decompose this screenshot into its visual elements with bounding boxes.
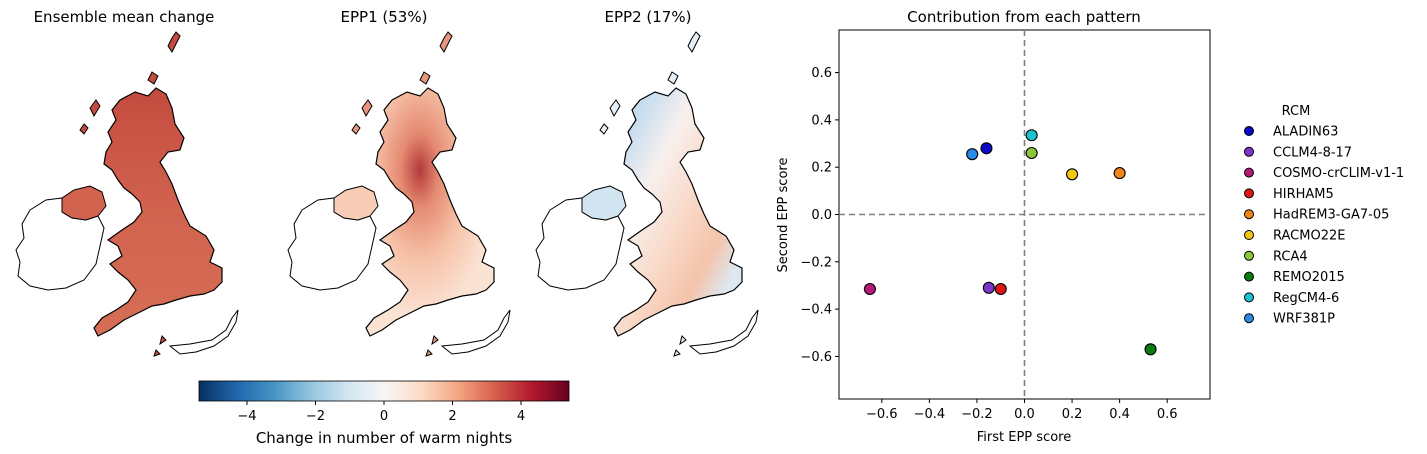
legend: RCM ALADIN63 CCLM4-8-17 COSMO-crCLIM-v1-1 H… [1244, 104, 1404, 327]
legend-label: RCA4 [1273, 249, 1308, 264]
legend-marker [1244, 271, 1254, 282]
y-tick-label: 0.4 [811, 113, 832, 128]
y-axis-ticks: −0.6 −0.4 −0.2 0.0 0.2 0.4 0.6 [800, 66, 839, 365]
point-hirham5 [994, 282, 1007, 296]
coastline-france [441, 309, 511, 355]
legend-label: ALADIN63 [1273, 125, 1338, 140]
point-aladin63 [980, 142, 993, 155]
colorbar-tick-label: 4 [517, 409, 525, 424]
colorbar-tick-label: 2 [448, 409, 456, 424]
great-britain-region [93, 87, 223, 337]
legend-marker [1244, 126, 1254, 136]
point-wrf381p [966, 148, 979, 161]
northern-ireland-region [333, 185, 379, 221]
x-tick-label: 0.0 [1014, 407, 1035, 422]
map-epp1: EPP1 (53%) [287, 8, 511, 357]
colorbar-tick-label: −2 [306, 409, 325, 424]
y-tick-label: −0.6 [800, 350, 832, 365]
map-title: EPP1 (53%) [341, 8, 428, 26]
legend-marker [1244, 188, 1254, 199]
x-tick-label: 0.2 [1062, 407, 1083, 422]
reference-lines [839, 30, 1210, 399]
y-tick-label: 0.6 [811, 66, 832, 81]
colorbar-tick-label: 0 [380, 409, 388, 424]
x-tick-label: 0.6 [1157, 407, 1178, 422]
colorbar-ticks: −4 −2 0 2 4 [237, 401, 525, 424]
legend-label: WRF381P [1273, 312, 1335, 327]
x-axis-label: First EPP score [977, 430, 1071, 445]
legend-marker [1244, 313, 1254, 324]
legend-label: RegCM4-6 [1273, 291, 1339, 306]
chart-title: Contribution from each pattern [907, 8, 1141, 26]
colorbar-gradient [198, 380, 570, 402]
map-epp2: EPP2 (17%) [535, 8, 759, 357]
x-tick-label: −0.4 [914, 407, 946, 422]
legend-label: RACMO22E [1273, 229, 1345, 244]
colorbar: −4 −2 0 2 4 Change in number of warm nights [198, 380, 570, 447]
scatter-points [863, 129, 1157, 356]
point-cclm4-8-17 [982, 281, 995, 294]
map-title: EPP2 (17%) [605, 8, 692, 26]
y-tick-label: −0.2 [800, 255, 832, 270]
x-axis-ticks: −0.6 −0.4 −0.2 0.0 0.2 0.4 0.6 [866, 399, 1178, 422]
y-axis-label: Second EPP score [776, 158, 791, 273]
x-tick-label: −0.6 [866, 407, 898, 422]
y-tick-label: 0.0 [811, 208, 832, 223]
legend-label: CCLM4-8-17 [1273, 145, 1352, 160]
legend-marker [1244, 146, 1254, 157]
y-tick-label: −0.4 [800, 303, 832, 318]
point-remo2015 [1144, 343, 1157, 356]
great-britain-region [365, 87, 495, 337]
legend-marker [1244, 209, 1254, 220]
point-racmo22e [1066, 168, 1079, 181]
legend-marker [1244, 292, 1254, 303]
legend-title: RCM [1282, 104, 1311, 119]
great-britain-region [613, 87, 743, 337]
scatter-chart: Contribution from each pattern −0.6 −0.4−… [776, 8, 1211, 445]
coastline-france [169, 309, 239, 355]
legend-marker [1244, 250, 1254, 261]
x-tick-label: −0.2 [961, 407, 993, 422]
northern-ireland-region [581, 185, 627, 221]
legend-label: HIRHAM5 [1273, 187, 1334, 202]
coastline-france [689, 309, 759, 355]
legend-marker [1244, 167, 1254, 178]
y-tick-label: 0.2 [811, 161, 832, 176]
legend-label: HadREM3-GA7-05 [1273, 208, 1389, 223]
map-title: Ensemble mean change [34, 8, 215, 26]
colorbar-tick-label: −4 [237, 409, 256, 424]
northern-ireland-region [61, 185, 107, 221]
x-tick-label: 0.4 [1109, 407, 1130, 422]
map-ensemble-mean: Ensemble mean change [15, 8, 239, 357]
point-rca4 [1025, 146, 1038, 160]
legend-label: COSMO-crCLIM-v1-1 [1273, 166, 1404, 181]
legend-marker [1244, 230, 1254, 240]
point-hadrem3-ga7-05 [1113, 167, 1126, 180]
legend-items: ALADIN63 CCLM4-8-17 COSMO-crCLIM-v1-1 HIRHA… [1244, 125, 1404, 327]
point-regcm4-6 [1025, 129, 1038, 142]
point-cosmo-crclim-v1-1 [863, 282, 876, 296]
colorbar-label: Change in number of warm nights [256, 429, 513, 447]
legend-label: REMO2015 [1273, 270, 1345, 285]
